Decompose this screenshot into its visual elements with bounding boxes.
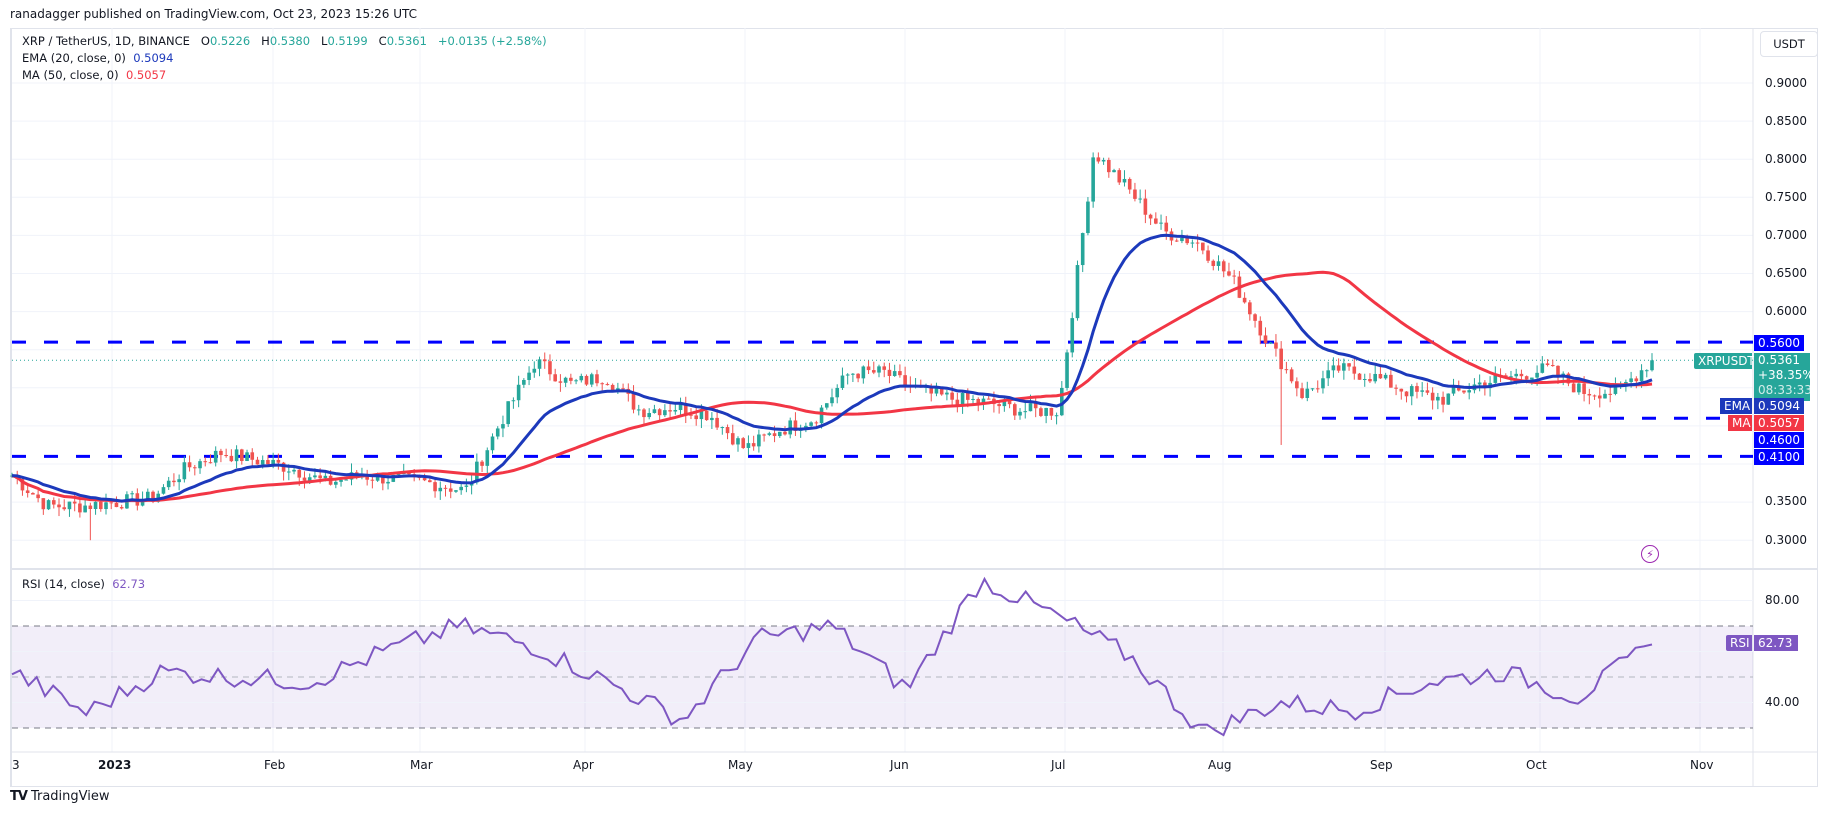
rsi-tick: 40.00 bbox=[1765, 695, 1800, 709]
price-tick: 0.8000 bbox=[1765, 152, 1807, 166]
symbol-legend: XRP / TetherUS, 1D, BINANCE O0.5226 H0.5… bbox=[22, 34, 547, 48]
price-tick: 0.8500 bbox=[1765, 114, 1807, 128]
rsi-tick: 80.00 bbox=[1765, 593, 1800, 607]
open-value: 0.5226 bbox=[209, 34, 251, 48]
ema-tag-value: 0.5094 bbox=[1754, 398, 1804, 414]
time-label: May bbox=[728, 758, 753, 772]
price-tick: 0.3000 bbox=[1765, 533, 1807, 547]
high-value: 0.5380 bbox=[269, 34, 311, 48]
rsi-legend: RSI (14, close) 62.73 bbox=[22, 577, 146, 591]
rsi-value: 62.73 bbox=[112, 577, 146, 591]
time-label: 2023 bbox=[98, 758, 132, 772]
lightning-icon[interactable]: ⚡ bbox=[1641, 545, 1659, 563]
time-label: Aug bbox=[1208, 758, 1232, 772]
tradingview-logo-icon: TV bbox=[10, 789, 28, 804]
rsi-tag-value: 62.73 bbox=[1754, 635, 1798, 651]
ema-tag-label: EMA bbox=[1720, 398, 1752, 414]
time-label: Sep bbox=[1370, 758, 1393, 772]
published-by-text: ranadagger published on TradingView.com,… bbox=[10, 7, 417, 21]
close-value: 0.5361 bbox=[386, 34, 427, 48]
symbol-name: XRP / TetherUS, 1D, BINANCE bbox=[22, 34, 190, 48]
time-label: Jun bbox=[890, 758, 909, 772]
currency-unit-button[interactable]: USDT bbox=[1760, 31, 1818, 57]
time-label: 3 bbox=[12, 758, 20, 772]
ema-value: 0.5094 bbox=[133, 51, 174, 65]
tradingview-footer[interactable]: TV TradingView bbox=[10, 789, 109, 804]
ma-tag-label: MA bbox=[1728, 415, 1752, 431]
price-tick: 0.6500 bbox=[1765, 266, 1807, 280]
price-tick: 0.6000 bbox=[1765, 304, 1807, 318]
price-tick: 0.9000 bbox=[1765, 76, 1807, 90]
ma-legend: MA (50, close, 0) 0.5057 bbox=[22, 68, 167, 82]
price-tick: 0.3500 bbox=[1765, 494, 1807, 508]
rsi-tag-label: RSI bbox=[1726, 635, 1752, 651]
pct-change: +38.35% bbox=[1758, 368, 1814, 382]
low-value: 0.5199 bbox=[327, 34, 368, 48]
brand-name: TradingView bbox=[30, 789, 110, 804]
time-label: Jul bbox=[1051, 758, 1066, 772]
ma-value: 0.5057 bbox=[125, 68, 167, 82]
level-tag-0.56: 0.5600 bbox=[1754, 335, 1804, 351]
level-tag-0.41: 0.4100 bbox=[1754, 449, 1804, 465]
price-tick: 0.7500 bbox=[1765, 190, 1807, 204]
time-label: Feb bbox=[264, 758, 286, 772]
time-label: Mar bbox=[410, 758, 433, 772]
last-price-tag: 0.5361 +38.35% 08:33:33 bbox=[1754, 353, 1814, 401]
time-label: Nov bbox=[1690, 758, 1714, 772]
ema-legend: EMA (20, close, 0) 0.5094 bbox=[22, 51, 174, 65]
price-tick: 0.7000 bbox=[1765, 228, 1807, 242]
ma-tag-value: 0.5057 bbox=[1754, 415, 1804, 431]
bar-countdown: 08:33:33 bbox=[1758, 383, 1812, 397]
time-label: Apr bbox=[573, 758, 594, 772]
level-tag-0.46: 0.4600 bbox=[1754, 432, 1804, 448]
symbol-tag: XRPUSDT bbox=[1694, 353, 1755, 369]
chart-frame bbox=[10, 28, 1818, 787]
change-value: +0.0135 (+2.58%) bbox=[437, 34, 547, 48]
time-label: Oct bbox=[1526, 758, 1547, 772]
last-price: 0.5361 bbox=[1758, 353, 1800, 367]
